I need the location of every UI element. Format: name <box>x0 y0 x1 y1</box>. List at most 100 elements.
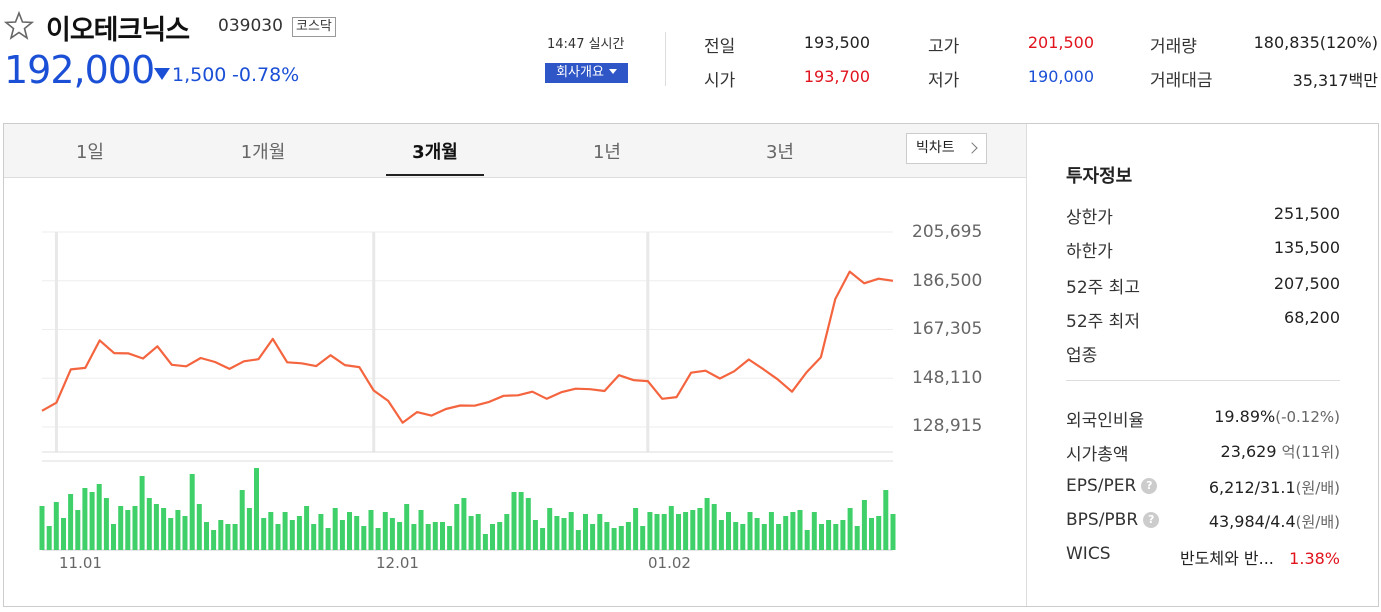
volume-bar <box>189 474 195 550</box>
volume-bar <box>361 526 367 550</box>
tab-1-year[interactable]: 1년 <box>592 142 621 163</box>
panel-divider <box>1026 124 1027 606</box>
x-tick-label: 11.01 <box>59 554 102 572</box>
invest-value-wics: 반도체와 반... 1.38% <box>1180 545 1340 569</box>
company-profile-button[interactable]: 회사개요 <box>545 63 628 83</box>
volume-bar <box>733 522 739 550</box>
volume-bar <box>161 508 167 550</box>
quote-value-volume: 180,835(120%) <box>1253 33 1378 52</box>
invest-label-market-cap: 시가총액 <box>1066 445 1129 465</box>
big-chart-button[interactable]: 빅차트 <box>906 133 987 164</box>
volume-bar <box>661 514 667 550</box>
volume-bar <box>754 518 760 550</box>
invest-value-bps-pbr: 43,984/4.4(원/배) <box>1209 511 1340 532</box>
volume-bar <box>704 498 710 550</box>
volume-bar <box>432 522 438 550</box>
y-tick-label: 167,305 <box>912 319 983 339</box>
volume-bar <box>540 528 546 550</box>
volume-bar <box>425 524 431 550</box>
invest-label-wics: WICS <box>1066 544 1111 564</box>
quote-value-high: 201,500 <box>1027 33 1094 52</box>
x-tick-label: 12.01 <box>376 554 419 572</box>
company-profile-label: 회사개요 <box>556 65 604 80</box>
invest-value-upper-limit: 251,500 <box>1273 204 1340 223</box>
favorite-star-icon[interactable] <box>4 11 34 41</box>
invest-value-lower-limit: 135,500 <box>1273 238 1340 257</box>
volume-bar <box>389 518 395 550</box>
volume-bar <box>768 512 774 550</box>
volume-bar <box>239 490 245 550</box>
volume-bar <box>561 518 567 550</box>
volume-bar <box>332 508 338 550</box>
volume-bar <box>461 498 467 550</box>
foreign-ratio-change: (-0.12%) <box>1275 408 1340 426</box>
quote-value-low: 190,000 <box>1027 67 1094 86</box>
caret-down-icon <box>608 69 617 74</box>
invest-label-upper-limit: 상한가 <box>1066 208 1113 228</box>
price-change: 1,500 <box>172 64 227 86</box>
volume-bar <box>103 498 109 550</box>
volume-bars <box>39 468 896 550</box>
volume-bar <box>811 512 817 550</box>
volume-bar <box>118 506 124 550</box>
wics-sector-link[interactable]: 반도체와 반... <box>1179 549 1274 568</box>
volume-bar <box>89 492 95 550</box>
volume-bar <box>246 508 252 550</box>
volume-bar <box>196 504 202 550</box>
volume-bar <box>676 514 681 550</box>
volume-bar <box>583 514 588 550</box>
volume-bar <box>339 520 345 550</box>
invest-value-52w-high: 207,500 <box>1273 274 1340 293</box>
volume-bar <box>869 518 874 550</box>
tab-3-month[interactable]: 3개월 <box>412 142 458 163</box>
x-tick-label: 01.02 <box>648 554 691 572</box>
quote-label-volume: 거래량 <box>1150 37 1197 57</box>
volume-bar <box>590 524 596 550</box>
volume-bar <box>518 492 524 550</box>
tab-3-year[interactable]: 3년 <box>765 142 794 163</box>
volume-bar <box>404 504 410 550</box>
volume-bar <box>440 522 445 550</box>
volume-bar <box>511 492 517 550</box>
volume-bar <box>833 524 839 550</box>
price-line <box>41 270 894 424</box>
volume-bar <box>876 516 882 550</box>
tab-1-month[interactable]: 1개월 <box>240 142 286 163</box>
volume-bar <box>218 520 224 550</box>
volume-bar <box>690 510 696 550</box>
price-chart <box>39 231 896 551</box>
wics-sector-change: 1.38% <box>1289 549 1340 568</box>
volume-bar <box>804 530 810 550</box>
volume-bar <box>447 526 453 550</box>
volume-bar <box>633 508 639 550</box>
market-cap-rank: 억(11위) <box>1281 443 1340 461</box>
help-icon[interactable]: ? <box>1143 512 1160 528</box>
volume-bar <box>39 506 45 550</box>
volume-bar <box>826 520 832 550</box>
invest-value-market-cap: 23,629 억(11위) <box>1221 441 1340 462</box>
volume-bar <box>783 516 789 550</box>
volume-bar <box>668 506 674 550</box>
volume-bar <box>111 524 116 550</box>
volume-bar <box>761 524 767 550</box>
help-icon[interactable]: ? <box>1141 478 1158 494</box>
volume-bar <box>382 512 388 550</box>
volume-bar <box>354 516 360 550</box>
volume-bar <box>325 528 331 550</box>
volume-bar <box>718 520 724 550</box>
volume-bar <box>890 514 896 550</box>
eps-per-unit: (원/배) <box>1295 479 1340 497</box>
volume-bar <box>182 516 188 550</box>
invest-value-eps-per: 6,212/31.1(원/배) <box>1209 477 1340 498</box>
volume-bar <box>268 512 274 550</box>
volume-bar <box>883 490 889 550</box>
tab-1-day[interactable]: 1일 <box>75 142 104 163</box>
volume-bar <box>654 514 660 550</box>
volume-bar <box>568 512 574 550</box>
invest-label-eps-per: EPS/PER? <box>1066 476 1158 496</box>
volume-bar <box>282 512 288 550</box>
volume-bar <box>854 526 860 550</box>
volume-bar <box>683 512 689 550</box>
volume-bar <box>819 524 824 550</box>
volume-bar <box>776 524 782 550</box>
